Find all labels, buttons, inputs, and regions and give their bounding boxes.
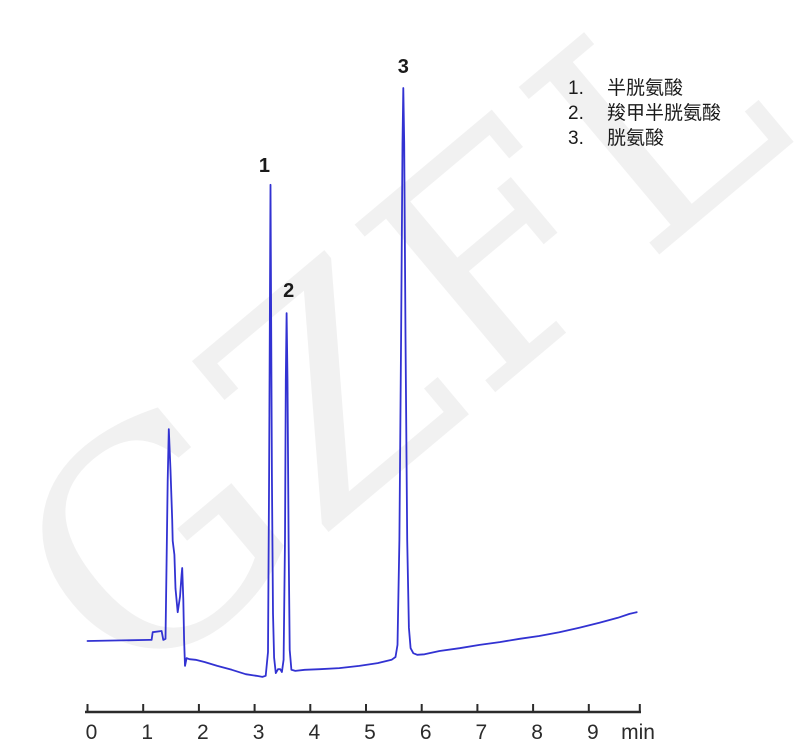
legend-item-name: 胱氨酸 (607, 128, 665, 149)
x-axis (85, 704, 641, 714)
x-tick-label: 5 (364, 721, 376, 744)
x-tick-label: 8 (531, 721, 543, 744)
x-tick-label: 7 (476, 721, 488, 744)
x-tick-label: 2 (197, 721, 209, 744)
x-axis-tick-labels: 0 1 2 3 4 5 6 7 8 9 min (86, 721, 655, 744)
x-tick-label: 3 (253, 721, 265, 744)
peak-label-1: 1 (259, 155, 270, 177)
peak-label-3: 3 (398, 56, 409, 78)
x-tick-label: 4 (308, 721, 320, 744)
chromatogram-trace (86, 87, 638, 678)
peak-label-2: 2 (283, 280, 294, 302)
x-tick-label: 1 (141, 721, 153, 744)
legend-item-2: 2. 羧甲半胱氨酸 (568, 101, 721, 126)
legend-item-name: 半胱氨酸 (607, 78, 684, 99)
x-tick-label: 0 (86, 721, 98, 744)
legend-item-number: 3. (568, 128, 584, 149)
peak-legend: 1. 半胱氨酸 2. 羧甲半胱氨酸 3. 胱氨酸 (568, 76, 721, 151)
legend-item-number: 1. (568, 78, 584, 99)
legend-item-1: 1. 半胱氨酸 (568, 76, 721, 101)
x-axis-unit-label: min (621, 721, 655, 744)
peak-number-labels: 1 2 3 (259, 56, 409, 302)
x-tick-label: 6 (420, 721, 432, 744)
legend-item-3: 3. 胱氨酸 (568, 126, 721, 151)
legend-item-number: 2. (568, 103, 584, 124)
x-tick-label: 9 (587, 721, 599, 744)
legend-item-name: 羧甲半胱氨酸 (607, 103, 722, 124)
